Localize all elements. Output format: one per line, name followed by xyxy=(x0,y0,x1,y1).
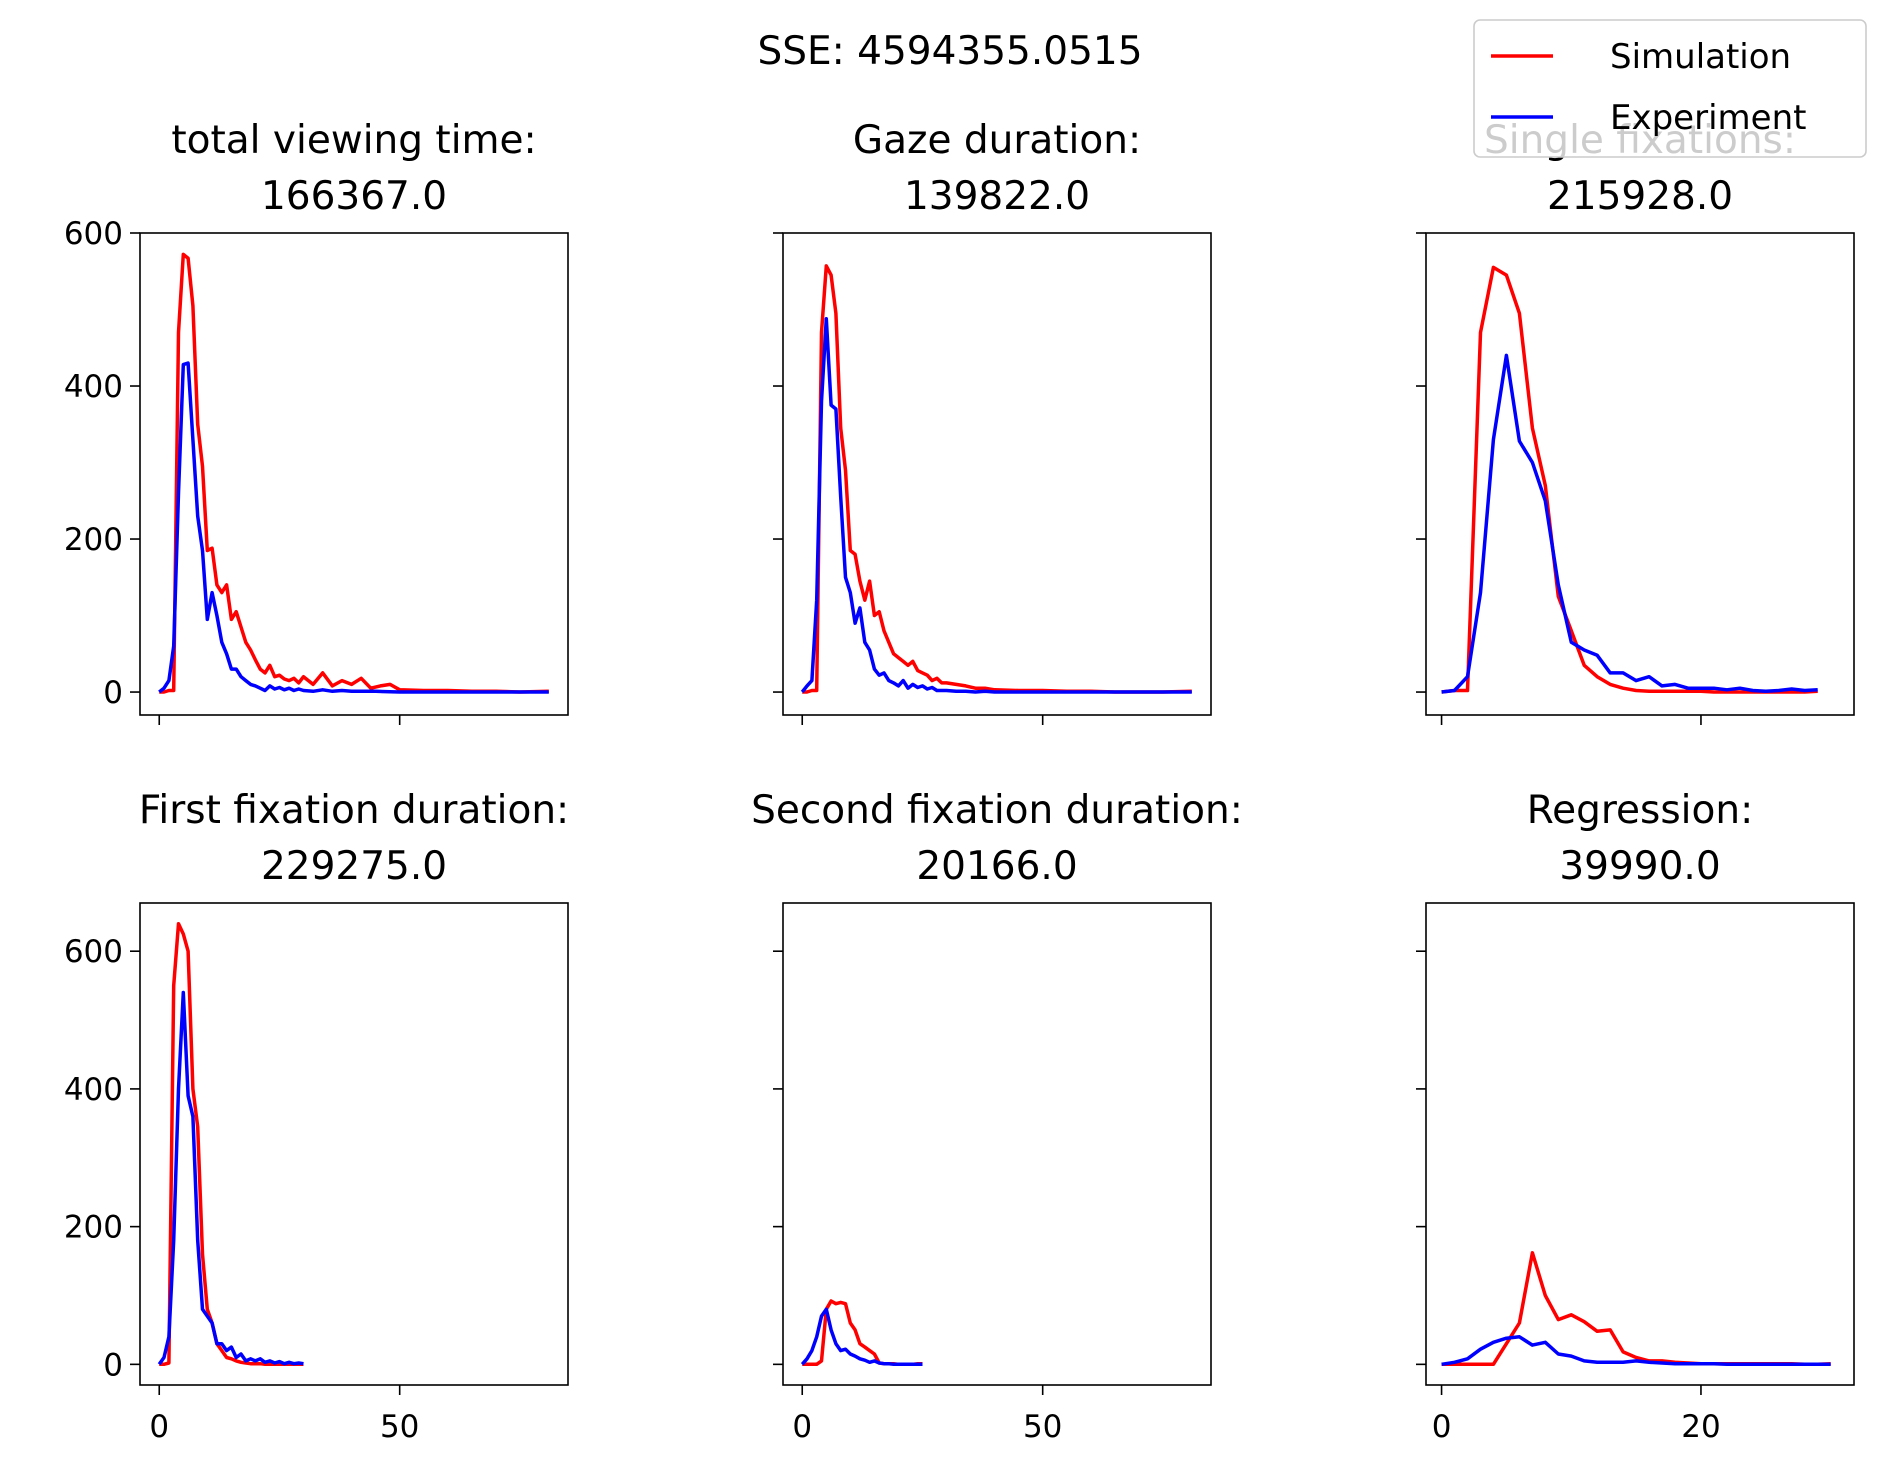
subplot-regression: Regression: 39990.0 0 20 xyxy=(1416,788,1855,1445)
series-line-experiment xyxy=(1441,1335,1831,1367)
y-tick-label: 600 xyxy=(64,216,123,252)
x-tick-label: 0 xyxy=(149,1409,169,1445)
series-line-simulation xyxy=(159,252,549,694)
x-tick-label: 0 xyxy=(1432,1409,1452,1445)
series-line-simulation xyxy=(159,921,304,1367)
series-line-simulation xyxy=(1441,265,1818,694)
subplot-title-line-2: 139822.0 xyxy=(904,174,1090,219)
figure-suptitle: SSE: 4594355.0515 xyxy=(757,29,1142,74)
subplot-second-fixation-duration: Second fixation duration: 20166.0 0 50 xyxy=(751,788,1243,1445)
legend-box xyxy=(1473,19,1867,158)
legend-label-experiment: Experiment xyxy=(1610,98,1806,138)
subplot-title-line-2: 229275.0 xyxy=(261,844,447,889)
series-line-experiment xyxy=(158,361,549,694)
subplot-single-fixations: Single fixations:215928.0 xyxy=(1416,118,1855,725)
axes-frame xyxy=(139,232,569,716)
y-tick-label: 400 xyxy=(64,369,123,405)
x-tick-label: 50 xyxy=(1023,1409,1062,1445)
subplot-title-line-1: total viewing time: xyxy=(171,118,536,163)
subplot-total-viewing-time: total viewing time: 166367.0 0 200 400 600 xyxy=(64,118,569,725)
y-tick-label: 0 xyxy=(103,675,123,711)
subplot-title-line-1: First fixation duration: xyxy=(139,788,569,833)
x-tick-label: 0 xyxy=(792,1409,812,1445)
y-tick-label: 200 xyxy=(64,522,123,558)
series-line-simulation xyxy=(802,1299,923,1367)
series-line-experiment xyxy=(157,990,304,1366)
subplot-first-fixation-duration: First fixation duration: 229275.0 0 200 400 6… xyxy=(64,788,569,1445)
subplot-title-line-2: 20166.0 xyxy=(916,844,1077,889)
series-line-simulation xyxy=(1441,1251,1831,1367)
axes-frame xyxy=(1425,232,1855,716)
axes-frame xyxy=(139,902,569,1386)
subplot-title-line-1: Second fixation duration: xyxy=(751,788,1243,833)
axes-frame xyxy=(1425,902,1855,1386)
y-tick-label: 400 xyxy=(64,1072,123,1108)
series-line-experiment xyxy=(800,316,1192,694)
subplot-gaze-duration: Gaze duration: 139822.0 xyxy=(773,118,1212,725)
legend-label-simulation: Simulation xyxy=(1610,37,1791,77)
subplot-grid: total viewing time:166367.00200400600Gaz… xyxy=(64,118,1855,1445)
axes-frame xyxy=(782,232,1212,716)
y-tick-label: 200 xyxy=(64,1210,123,1246)
subplot-title-line-2: 215928.0 xyxy=(1547,174,1733,219)
subplot-title-line-1: Regression: xyxy=(1527,788,1753,833)
legend: Simulation Experiment xyxy=(1473,19,1867,158)
subplot-title-line-1: Gaze duration: xyxy=(853,118,1141,163)
series-line-simulation xyxy=(802,264,1192,694)
y-tick-label: 600 xyxy=(64,934,123,970)
axes-frame xyxy=(782,902,1212,1386)
x-tick-label: 20 xyxy=(1681,1409,1720,1445)
x-tick-label: 50 xyxy=(380,1409,419,1445)
series-line-experiment xyxy=(1441,353,1818,694)
y-tick-label: 0 xyxy=(103,1347,123,1383)
subplot-title-line-2: 39990.0 xyxy=(1559,844,1720,889)
subplot-title-line-2: 166367.0 xyxy=(261,174,447,219)
series-line-experiment xyxy=(800,1307,923,1367)
